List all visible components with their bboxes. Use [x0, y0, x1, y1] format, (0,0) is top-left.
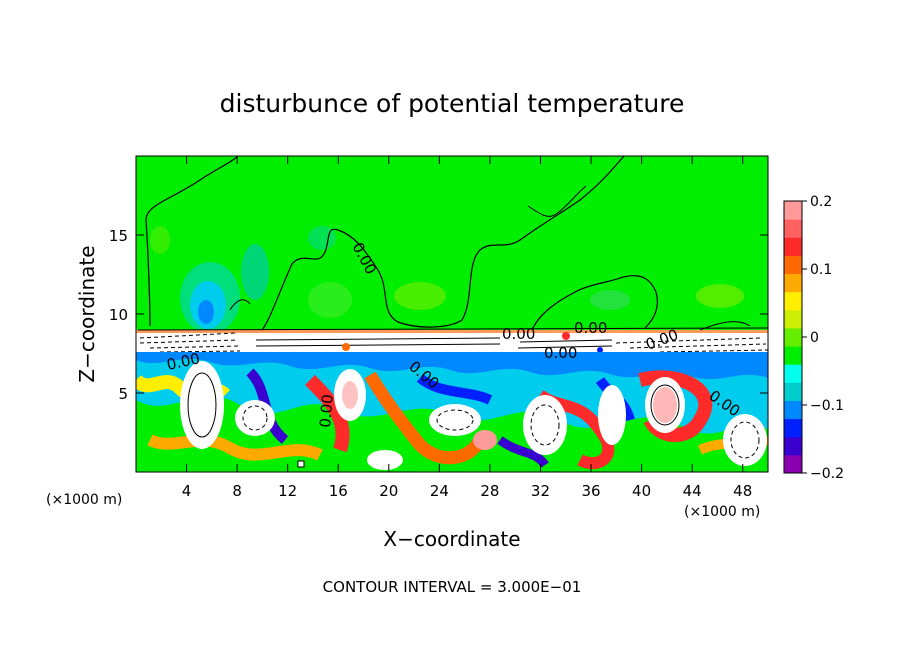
colorbar-segment	[784, 364, 802, 383]
colorbar-tick-label: 0.1	[810, 262, 832, 278]
colorbar-segment	[784, 382, 802, 401]
x-tick-label: 8	[232, 482, 242, 500]
colorbar-segment	[784, 219, 802, 238]
chart-title: disturbunce of potential temperature	[220, 89, 685, 118]
colorbar-segment	[784, 346, 802, 365]
x-tick-label: 4	[182, 482, 192, 500]
colorbar-tick-label: −0.1	[810, 398, 844, 414]
x-tick-label: 24	[430, 482, 449, 500]
colorbar-segment	[784, 436, 802, 456]
colorbar	[784, 201, 802, 474]
colorbar-tick-label: 0	[810, 330, 819, 346]
x-tick-label: 40	[632, 482, 651, 500]
x-axis-label: X−coordinate	[383, 527, 520, 551]
x-unit-left: (×1000 m)	[46, 492, 122, 508]
contour-label: 0.00	[316, 394, 337, 429]
colorbar-tick-label: −0.2	[810, 466, 844, 482]
colorbar-segment	[784, 237, 802, 256]
potential-temperature-field	[136, 156, 768, 472]
y-tick-label: 5	[118, 385, 128, 403]
colorbar-segment	[784, 273, 802, 293]
contour-label: 0.00	[502, 325, 535, 343]
colorbar-segment	[784, 327, 802, 347]
x-tick-label: 36	[581, 482, 600, 500]
colorbar-segment	[784, 454, 802, 474]
y-tick-label: 15	[109, 227, 128, 245]
colorbar-tick-label: 0.2	[810, 194, 832, 210]
colorbar-segment	[784, 418, 802, 438]
contour-interval-note: CONTOUR INTERVAL = 3.000E−01	[323, 578, 582, 596]
colorbar-segment	[784, 309, 802, 329]
x-unit-right: (×1000 m)	[684, 504, 760, 520]
x-tick-label: 28	[480, 482, 499, 500]
x-axis: 4 8 12 16 20 24 28 32 36 40 44 48	[182, 156, 752, 500]
contour-label: 0.00	[544, 344, 577, 362]
y-tick-label: 10	[109, 306, 128, 324]
x-tick-label: 44	[683, 482, 702, 500]
x-tick-label: 20	[379, 482, 398, 500]
colorbar-segment	[784, 255, 802, 275]
colorbar-segment	[784, 400, 802, 420]
x-tick-label: 32	[531, 482, 550, 500]
x-tick-label: 16	[329, 482, 348, 500]
y-axis-label: Z−coordinate	[75, 245, 99, 382]
colorbar-segment	[784, 291, 802, 311]
x-tick-label: 48	[733, 482, 752, 500]
colorbar-ticks: 0.2 0.1 0 −0.1 −0.2	[802, 194, 844, 482]
x-tick-label: 12	[278, 482, 297, 500]
colorbar-segment	[784, 201, 802, 220]
y-axis: 5 10 15	[109, 227, 768, 403]
contour-label: 0.00	[574, 319, 607, 337]
